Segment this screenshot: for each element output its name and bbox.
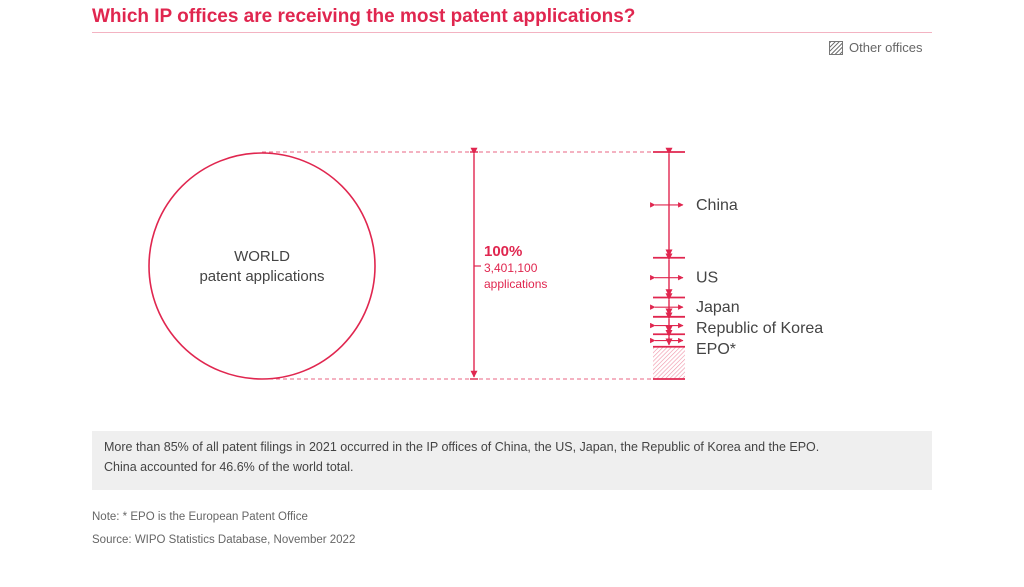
- segment-label: China: [696, 197, 738, 214]
- chart-area: WORLD patent applications 100%3,401,100 app…: [148, 147, 823, 380]
- source-note: Source: WIPO Statistics Database, Novemb…: [92, 534, 356, 546]
- segment-label: EPO*: [696, 341, 736, 358]
- legend-label: Other offices: [849, 40, 923, 55]
- chart-title: Which IP offices are receiving the most …: [92, 6, 636, 27]
- legend: Other offices: [829, 40, 922, 55]
- world-circle: [148, 152, 376, 380]
- circle-label-line: patent applications: [199, 268, 324, 285]
- total-value-label: 3,401,100: [484, 261, 538, 275]
- total-percent-label: 100%: [484, 243, 522, 260]
- title-divider: [92, 32, 932, 33]
- hatched-square-icon: [829, 40, 843, 55]
- segment-other-offices: [653, 346, 685, 379]
- total-unit-label: applications: [484, 277, 547, 291]
- segment-label: Republic of Korea: [696, 320, 823, 337]
- segment-label: US: [696, 270, 718, 287]
- summary-note: More than 85% of all patent filings in 2…: [92, 431, 932, 490]
- summary-line-1: More than 85% of all patent filings in 2…: [104, 440, 820, 454]
- footnote: Note: * EPO is the European Patent Offic…: [92, 511, 308, 523]
- segment-label: Japan: [696, 299, 740, 316]
- summary-line-2: China accounted for 46.6% of the world t…: [104, 460, 354, 474]
- circle-label-line: WORLD: [234, 248, 290, 265]
